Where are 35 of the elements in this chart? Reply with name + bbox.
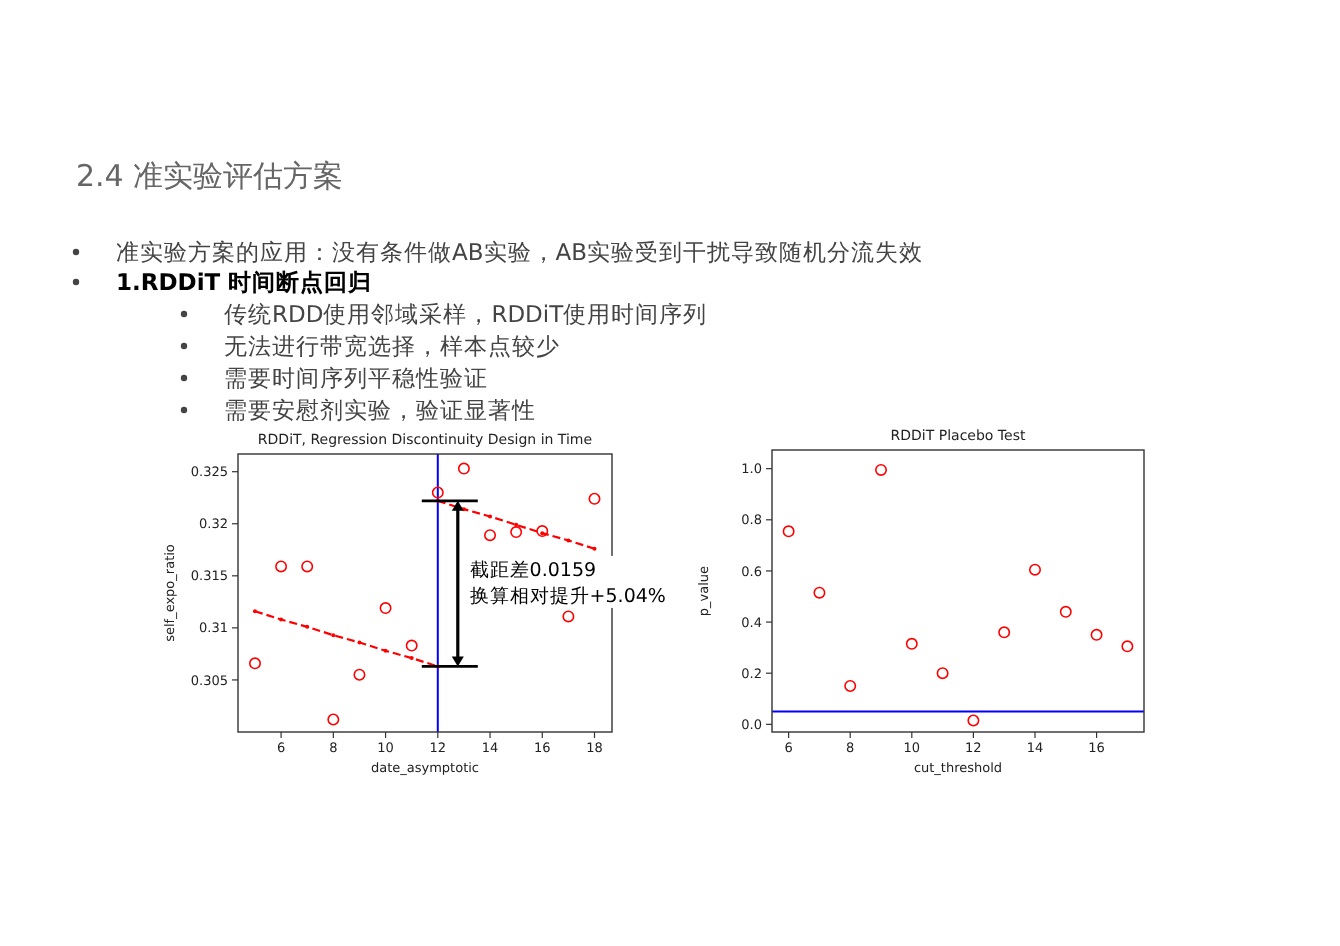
line-series <box>253 610 439 668</box>
text: 无法进行带宽选择，样本点较少 <box>224 332 560 360</box>
point <box>562 610 575 623</box>
point <box>998 626 1011 639</box>
text: 需要安慰剂实验，验证显著性 <box>224 396 536 424</box>
point <box>327 713 340 726</box>
point <box>936 667 949 680</box>
annotation: 截距差0.0159 换算相对提升+5.04% <box>469 557 666 608</box>
text: 准实验方案的应用：没有条件做AB实验，AB实验受到干扰导致随机分流失效 <box>116 238 924 266</box>
point <box>275 560 288 573</box>
point <box>248 657 261 670</box>
text: 传统RDD使用邻域采样，RDDiT使用时间序列 <box>224 300 708 328</box>
text: 1.RDDiT 时间断点回归 <box>116 268 373 296</box>
point <box>1028 563 1041 576</box>
point <box>905 637 918 650</box>
text: 需要时间序列平稳性验证 <box>224 364 488 392</box>
point <box>353 668 366 681</box>
point <box>844 679 857 692</box>
point <box>301 560 314 573</box>
point <box>875 463 888 476</box>
point <box>379 602 392 615</box>
point <box>782 525 795 538</box>
text: 2.4 准实验评估方案 <box>76 158 344 194</box>
point <box>1090 628 1103 641</box>
point <box>1121 640 1134 653</box>
point <box>484 529 497 542</box>
point <box>588 492 601 505</box>
point <box>967 714 980 727</box>
point <box>457 462 470 475</box>
point <box>536 525 549 538</box>
point <box>431 486 444 499</box>
point <box>813 586 826 599</box>
point <box>1059 605 1072 618</box>
point <box>510 526 523 539</box>
point <box>405 639 418 652</box>
